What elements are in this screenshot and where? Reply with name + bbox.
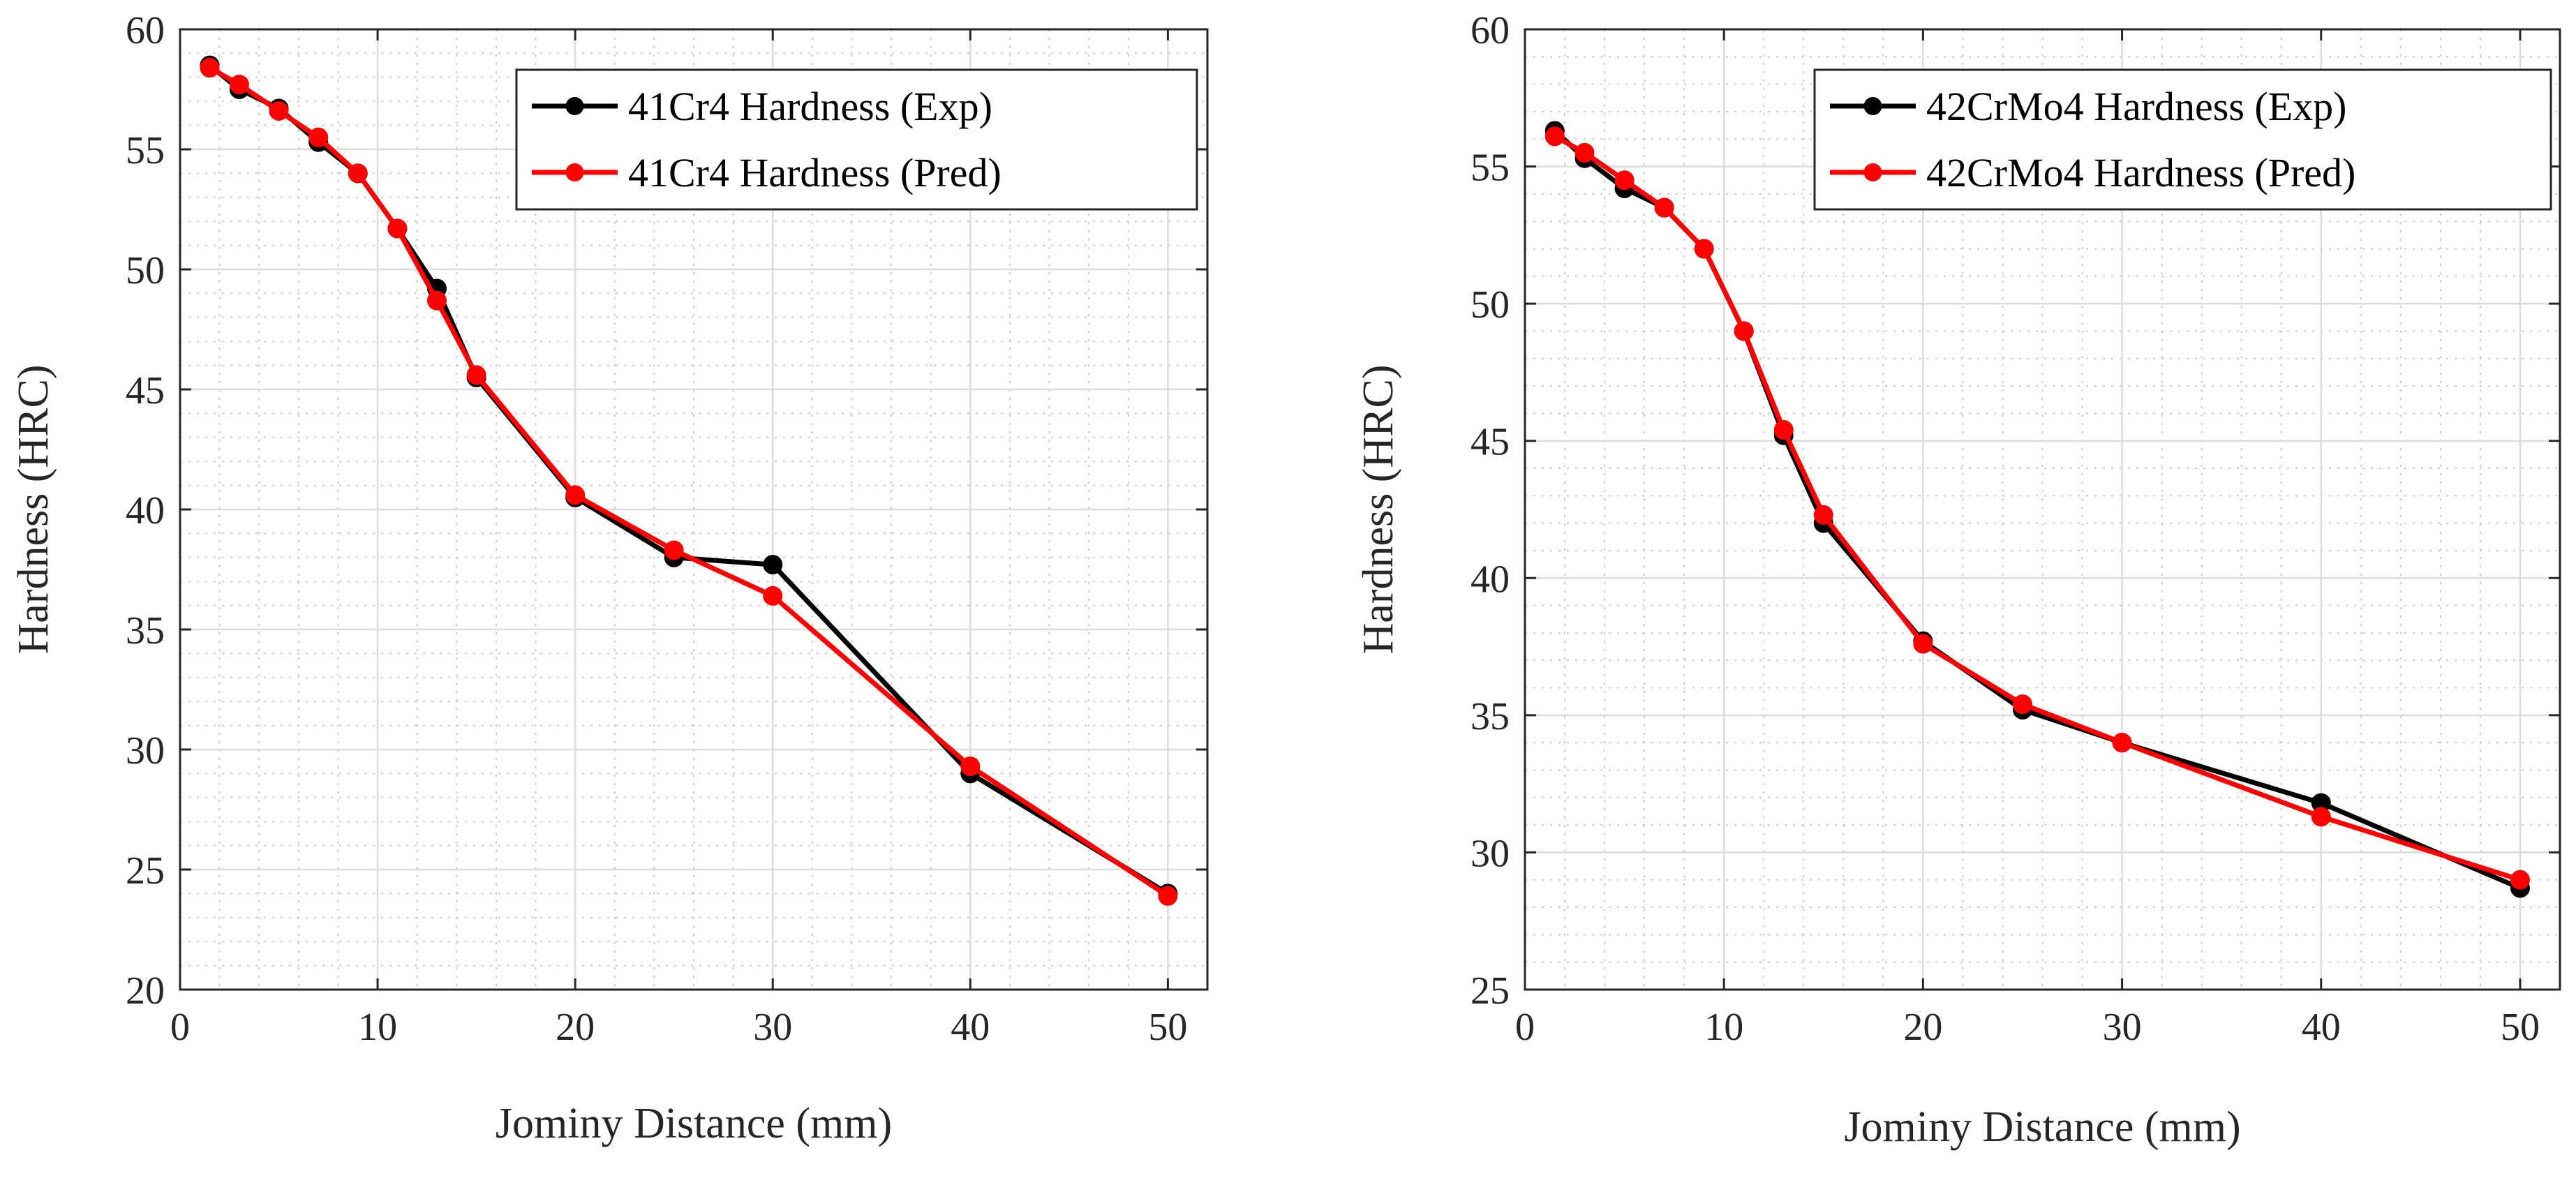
tick-marks (179, 28, 1207, 991)
data-point (1773, 419, 1794, 440)
x-axis-label: Jominy Distance (mm) (496, 1100, 892, 1147)
y-tick-label: 50 (1471, 283, 1510, 327)
y-tick-label: 55 (1471, 147, 1510, 190)
data-point (1654, 197, 1674, 218)
legend-entry-label: 41Cr4 Hardness (Pred) (628, 150, 1002, 195)
y-tick-label: 35 (126, 609, 165, 653)
legend: 41Cr4 Hardness (Exp) 41Cr4 Hardness (Pred… (515, 68, 1198, 211)
tick-marks (1524, 28, 2560, 991)
y-tick-label: 50 (126, 249, 165, 292)
y-tick-label: 60 (126, 9, 165, 52)
x-tick-label: 50 (1148, 1006, 1187, 1049)
y-tick-label: 45 (1471, 421, 1510, 464)
x-tick-label: 0 (1515, 1006, 1535, 1049)
y-tick-label: 30 (1471, 832, 1510, 875)
legend-swatch-marker (565, 97, 584, 115)
y-tick-label: 40 (1471, 558, 1510, 601)
data-point (466, 365, 486, 385)
chart-panel-1: 0 10 20 30 40 50 20 25 30 35 40 45 50 55 60 Jominy Dist… (10, 9, 1209, 1147)
legend-entry-label: 42CrMo4 Hardness (Exp) (1926, 84, 2346, 129)
y-tick-label: 25 (1471, 969, 1510, 1013)
series-pred (200, 58, 1178, 906)
legend-box (1813, 68, 2552, 211)
data-point (960, 756, 981, 777)
data-point (1694, 239, 1714, 259)
data-point (1158, 886, 1178, 906)
x-tick-label: 50 (2501, 1006, 2540, 1049)
x-axis-label: Jominy Distance (mm) (1844, 1103, 2240, 1151)
legend-swatch-marker (1863, 97, 1882, 115)
data-point (763, 555, 783, 575)
y-tick-label: 35 (1471, 695, 1510, 738)
data-point (664, 540, 684, 560)
x-tick-label: 10 (358, 1006, 397, 1049)
y-tick-label: 55 (126, 129, 165, 172)
data-point (200, 58, 220, 78)
y-tick-label: 30 (126, 729, 165, 773)
data-point (1544, 126, 1565, 147)
x-tick-label: 30 (2103, 1006, 2142, 1049)
chart-panel-2: 0 10 20 30 40 50 25 30 35 40 45 50 55 60 Jominy Distan… (1355, 9, 2561, 1151)
x-tick-label: 40 (951, 1006, 990, 1049)
data-point (2112, 733, 2132, 753)
legend-entry-label: 41Cr4 Hardness (Exp) (628, 84, 992, 129)
data-point (229, 75, 249, 95)
data-point (1574, 142, 1595, 163)
data-point (1734, 321, 1754, 341)
data-point (1913, 634, 1933, 654)
data-point (348, 163, 368, 184)
legend-swatch-marker (1863, 163, 1882, 181)
data-point (1614, 170, 1635, 191)
data-point (2311, 807, 2331, 827)
data-point (1813, 505, 1833, 525)
series-pred (1544, 126, 2530, 890)
x-tick-label: 0 (170, 1006, 190, 1049)
y-tick-label: 45 (126, 369, 165, 412)
x-tick-label: 20 (556, 1006, 595, 1049)
y-axis-label: Hardness (HRC) (10, 365, 57, 655)
data-point (763, 586, 783, 606)
data-point (427, 290, 447, 311)
legend-swatch-marker (565, 163, 584, 181)
data-point (269, 100, 289, 121)
y-tick-label: 60 (1471, 9, 1510, 52)
x-tick-label: 30 (753, 1006, 792, 1049)
x-tick-label: 40 (2302, 1006, 2341, 1049)
legend: 42CrMo4 Hardness (Exp) 42CrMo4 Hardness (… (1813, 68, 2552, 211)
y-axis-label: Hardness (HRC) (1355, 365, 1402, 655)
y-tick-label: 20 (126, 969, 165, 1013)
legend-entry-label: 42CrMo4 Hardness (Pred) (1926, 150, 2355, 195)
y-tick-label: 40 (126, 489, 165, 532)
data-point (387, 218, 408, 239)
data-point (2510, 870, 2530, 890)
y-tick-label: 25 (126, 849, 165, 893)
x-tick-label: 10 (1704, 1006, 1743, 1049)
legend-box (515, 68, 1198, 211)
minor-grid (180, 29, 1207, 990)
data-point (565, 485, 586, 505)
x-tick-label: 20 (1903, 1006, 1942, 1049)
data-point (2012, 694, 2032, 715)
axes-box (1524, 28, 2561, 991)
data-point (308, 127, 329, 147)
